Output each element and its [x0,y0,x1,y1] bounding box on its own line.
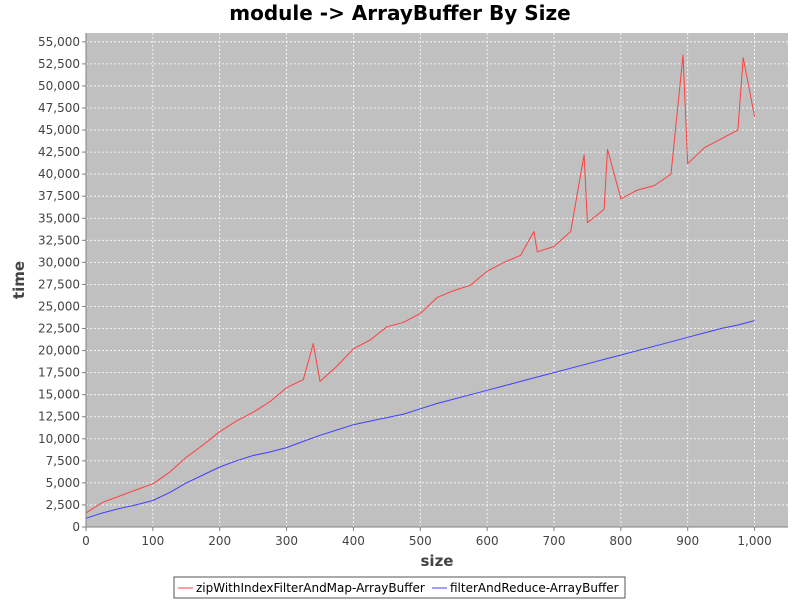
legend: zipWithIndexFilterAndMap-ArrayBuffer fil… [173,576,626,599]
y-tick-label: 55,000 [38,35,80,49]
y-tick-label: 22,500 [38,322,80,336]
y-tick-label: 15,000 [38,388,80,402]
y-axis-ticks: 0 2,500 5,000 7,500 10,000 12,500 15,000 17,500… [38,35,86,534]
series-line-zipwithindex [85,54,756,514]
gridlines [86,33,788,527]
x-tick-label: 900 [676,534,699,548]
x-tick-label: 200 [208,534,231,548]
y-tick-label: 10,000 [38,432,80,446]
x-axis-label: size [421,552,454,570]
y-tick-label: 12,500 [38,410,80,424]
y-axis-label: time [10,261,28,299]
y-tick-label: 17,500 [38,366,80,380]
y-tick-label: 50,000 [38,79,80,93]
chart-title: module -> ArrayBuffer By Size [229,1,570,25]
y-tick-label: 40,000 [38,167,80,181]
x-tick-label: 300 [275,534,298,548]
legend-box [173,576,626,599]
x-tick-label: 800 [609,534,632,548]
y-tick-label: 20,000 [38,344,80,358]
y-tick-label: 35,000 [38,211,80,225]
y-tick-label: 47,500 [38,101,80,115]
legend-label-zipwithindex: zipWithIndexFilterAndMap-ArrayBuffer [196,581,425,595]
legend-label-filterandreduce: filterAndReduce-ArrayBuffer [450,581,619,595]
y-tick-label: 52,500 [38,57,80,71]
y-tick-label: 37,500 [38,189,80,203]
x-axis-ticks: 0 100 200 300 400 500 600 700 800 900 1,000 [82,527,772,548]
y-tick-label: 42,500 [38,145,80,159]
x-tick-label: 100 [141,534,164,548]
x-tick-label: 1,000 [737,534,771,548]
plot-area [86,33,788,527]
y-tick-label: 5,000 [46,476,80,490]
y-tick-label: 0 [72,520,80,534]
x-tick-label: 400 [342,534,365,548]
y-tick-label: 32,500 [38,233,80,247]
y-tick-label: 27,500 [38,277,80,291]
x-tick-label: 700 [543,534,566,548]
y-tick-label: 45,000 [38,123,80,137]
x-tick-label: 600 [476,534,499,548]
y-tick-label: 30,000 [38,255,80,269]
x-tick-label: 0 [82,534,90,548]
series-layer [85,54,756,519]
series-line-filterandreduce [85,320,755,519]
y-tick-label: 2,500 [46,498,80,512]
y-tick-label: 7,500 [46,454,80,468]
y-tick-label: 25,000 [38,299,80,313]
x-tick-label: 500 [409,534,432,548]
